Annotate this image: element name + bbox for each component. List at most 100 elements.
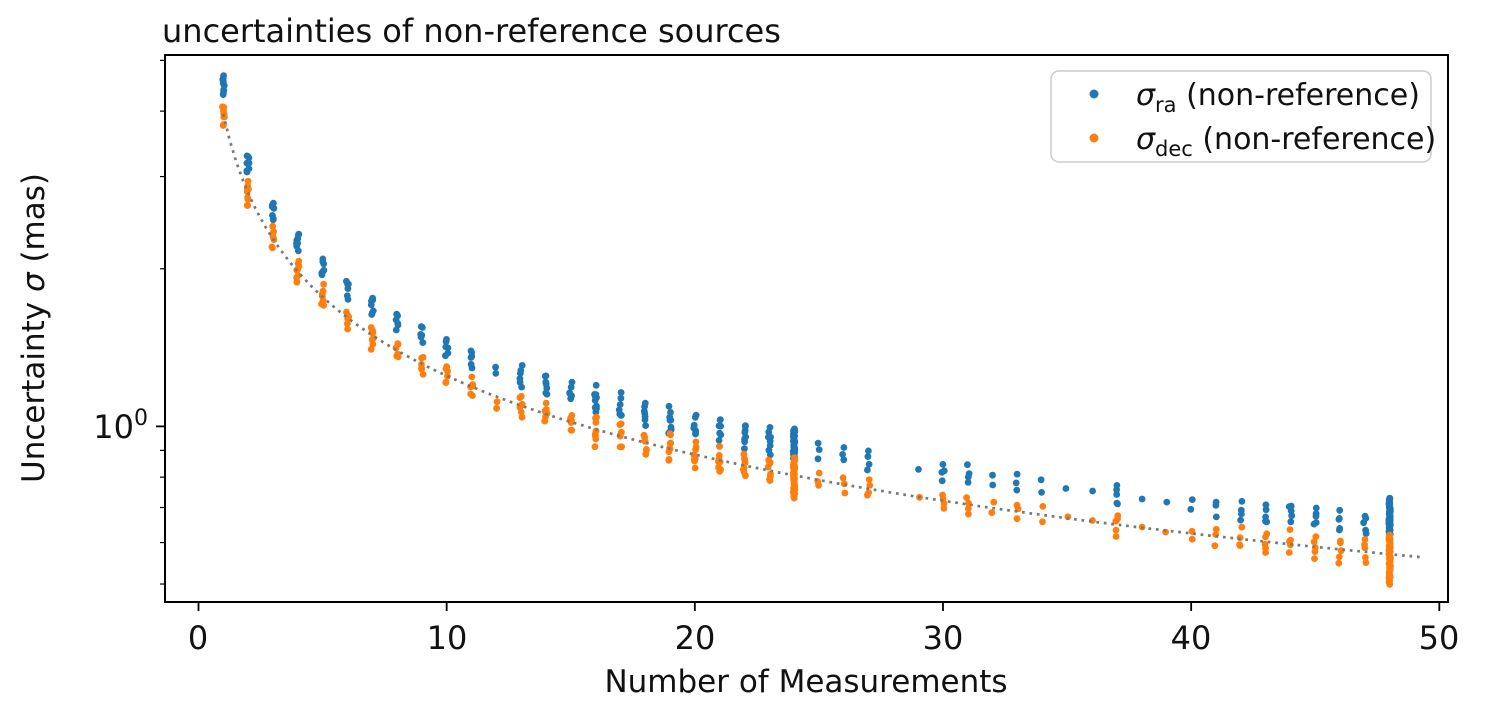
scatter-point (468, 373, 476, 381)
scatter-point (1287, 518, 1295, 526)
scatter-streaks (789, 425, 1394, 588)
y-tick-label: 100 (93, 406, 148, 446)
x-tick-10: 10 (427, 619, 468, 657)
scatter-point (1039, 518, 1046, 526)
scatter-point (442, 343, 450, 351)
scatter-point (243, 202, 251, 209)
scatter-point (542, 406, 550, 413)
plot-frame (164, 54, 1449, 603)
scatter-point (940, 467, 948, 475)
scatter-point (1212, 498, 1220, 506)
scatter-point (492, 370, 500, 377)
scatter-point (1212, 525, 1220, 533)
x-axis-label: Number of Measurements (604, 664, 1007, 700)
scatter-point (591, 391, 598, 398)
scatter-point (592, 381, 600, 389)
scatter-point (394, 340, 402, 348)
scatter-point (1212, 513, 1220, 521)
scatter-point (1261, 540, 1269, 548)
scatter-point (244, 177, 252, 185)
scatter-point (1336, 525, 1344, 532)
scatter-point (640, 431, 648, 439)
x-tick-30: 30 (923, 619, 964, 657)
scatter-point (1335, 559, 1343, 567)
scatter-point (1112, 526, 1120, 534)
x-tick-labels: 0 10 20 30 40 50 (188, 619, 1460, 657)
scatter-point (643, 446, 650, 453)
scatter-point (1012, 479, 1020, 487)
scatter-point (667, 423, 675, 431)
scatter-point (568, 378, 576, 386)
scatter-point (740, 450, 748, 458)
scatter-point (244, 196, 252, 203)
scatter-point (294, 231, 302, 239)
scatter-point (1286, 526, 1294, 533)
scatter-point (939, 491, 946, 499)
scatter-point (1287, 536, 1294, 544)
scatter-point (963, 494, 970, 501)
scatter-point (566, 390, 574, 397)
y-axis-label: Uncertainty σ (mas) (16, 173, 52, 483)
scatter-point (343, 308, 350, 316)
scatter-point (1361, 541, 1368, 548)
scatter-point (320, 266, 328, 274)
scatter-point (467, 360, 475, 368)
scatter-point (343, 292, 351, 300)
scatter-point (417, 323, 425, 330)
scatter-point (319, 255, 327, 263)
scatter-point (245, 159, 253, 167)
scatter-point (1062, 485, 1070, 492)
legend-marker-dec-icon (1089, 133, 1099, 143)
scatter-point (1187, 505, 1195, 513)
scatter-points (219, 72, 1370, 567)
scatter-point (542, 372, 550, 380)
scatter-point (1037, 476, 1045, 484)
scatter-point (692, 438, 700, 446)
scatter-point (1013, 470, 1021, 478)
scatter-point (964, 479, 972, 486)
scatter-point (1013, 501, 1021, 509)
scatter-point (1312, 533, 1320, 540)
scatter-point (417, 331, 425, 338)
scatter-point (716, 443, 723, 450)
scatter-point (616, 401, 624, 408)
scatter-point (1039, 503, 1047, 510)
scatter-point (1238, 497, 1246, 505)
scatter-point (940, 505, 948, 512)
scatter-point (467, 347, 475, 355)
scatter-point (1361, 536, 1369, 543)
scatter-point (865, 460, 873, 468)
scatter-point (1335, 553, 1343, 561)
scatter-point (220, 104, 228, 111)
scatter-point (568, 426, 576, 434)
axes (156, 54, 1449, 611)
scatter-point (1114, 512, 1122, 520)
scatter-point (766, 459, 774, 467)
scatter-point (989, 481, 997, 489)
scatter-point (866, 482, 874, 489)
scatter-point (741, 429, 749, 436)
scatter-point (269, 244, 276, 252)
scatter-point (989, 471, 996, 479)
scatter-point (692, 411, 700, 419)
scatter-point (1262, 506, 1270, 514)
scatter-point (615, 406, 623, 414)
scatter-point (1188, 496, 1196, 503)
scatter-point (741, 445, 748, 453)
scatter-point (444, 349, 452, 357)
trend-line-path (221, 113, 1421, 559)
scatter-point (1386, 531, 1393, 539)
scatter-point (419, 353, 427, 361)
scatter-point (766, 424, 774, 431)
scatter-point (864, 466, 871, 474)
scatter-point (320, 280, 327, 288)
scatter-point (493, 404, 500, 412)
scatter-point (717, 422, 724, 430)
scatter-point (1112, 533, 1120, 540)
scatter-point (715, 437, 723, 444)
scatter-point (469, 381, 477, 388)
scatter-point (492, 363, 499, 371)
scatter-point (1361, 512, 1369, 520)
scatter-point (665, 402, 673, 410)
